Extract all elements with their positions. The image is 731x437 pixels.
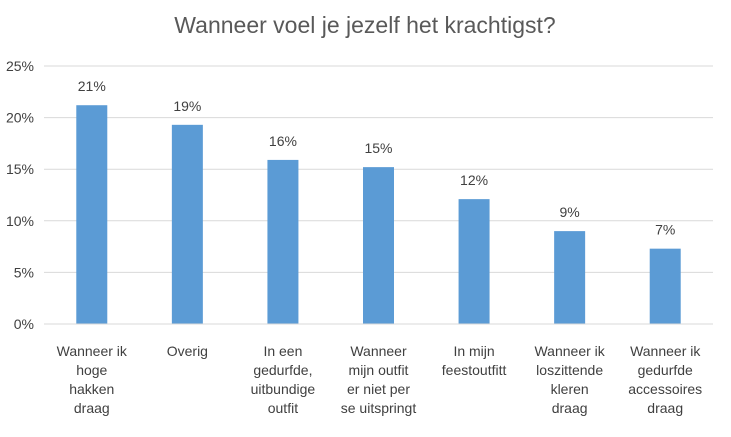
y-tick-label: 20% (6, 110, 34, 126)
chart-title: Wanneer voel je jezelf het krachtigst? (174, 12, 555, 38)
y-tick-label: 15% (6, 161, 34, 177)
bar (363, 167, 394, 324)
x-category-label: In mijn feestoutfitt (442, 343, 507, 378)
category-labels: Wanneer ik hoge hakken draag Overig In een ged… (57, 343, 703, 416)
data-label: 15% (364, 140, 392, 156)
x-category-label: Wanneer ik gedurfde accessoires draag (628, 343, 702, 416)
bar (649, 248, 681, 324)
bar (554, 231, 586, 324)
x-category-label: Wanneer mijn outfit er niet per se uitsprin… (341, 343, 417, 416)
data-label: 9% (560, 204, 580, 220)
y-tick-label: 25% (6, 58, 34, 74)
y-tick-label: 10% (6, 213, 34, 229)
data-label: 19% (173, 98, 201, 114)
bars (76, 105, 681, 324)
x-category-label: Wanneer ik hoge hakken draag (57, 343, 128, 416)
data-label: 16% (269, 133, 297, 149)
data-label: 7% (655, 222, 675, 238)
y-axis-ticks: 0% 5% 10% 15% 20% 25% (6, 58, 34, 332)
data-label: 21% (78, 78, 106, 94)
bar (267, 159, 299, 324)
x-category-label: Overig (167, 343, 208, 359)
bar (171, 124, 203, 324)
bar (458, 199, 490, 324)
x-category-label: Wanneer ik loszittende kleren draag (534, 343, 605, 416)
y-tick-label: 5% (14, 264, 34, 280)
bar (76, 105, 108, 324)
x-category-label: In een gedurfde, uitbundige outfit (251, 343, 316, 416)
data-label: 12% (460, 172, 488, 188)
y-tick-label: 0% (14, 316, 34, 332)
data-labels: 21% 19% 16% 15% 12% 9% 7% (78, 78, 676, 237)
